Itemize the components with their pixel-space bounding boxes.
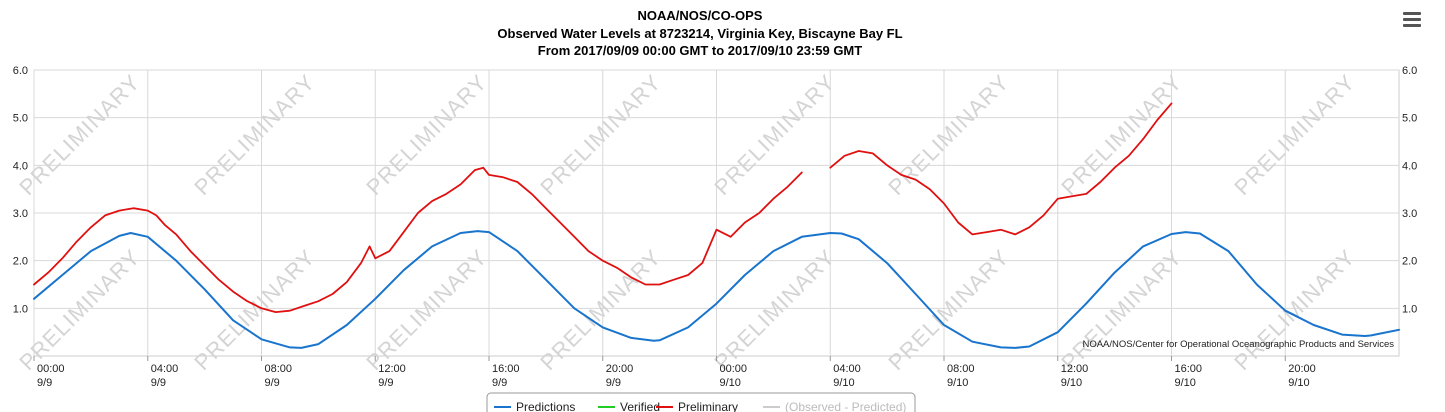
x-tick-label-time: 12:00 <box>378 363 406 375</box>
y-tick-label-right: 1.0 <box>1402 303 1417 315</box>
x-tick-label-date: 9/10 <box>947 377 968 389</box>
menu-bar <box>1403 24 1421 27</box>
legend-item-2[interactable]: Preliminary <box>656 400 738 412</box>
x-tick-label-time: 16:00 <box>492 363 520 375</box>
legend-label: Preliminary <box>678 400 738 412</box>
x-tick-label-time: 20:00 <box>606 363 634 375</box>
x-tick-label-time: 16:00 <box>1175 363 1203 375</box>
y-tick-label-left: 2.0 <box>13 256 28 268</box>
watermark-text: PRELIMINARY <box>1229 244 1360 375</box>
y-tick-label-left: 5.0 <box>13 113 28 125</box>
hamburger-menu-icon[interactable] <box>1403 12 1421 28</box>
x-tick-label-time: 04:00 <box>833 363 861 375</box>
y-tick-label-left: 4.0 <box>13 160 28 172</box>
grid <box>33 69 1400 357</box>
watermark-text: PRELIMINARY <box>709 69 840 200</box>
y-tick-label-left: 1.0 <box>13 303 28 315</box>
x-tick-label-date: 9/10 <box>720 377 741 389</box>
y-tick-label-left: 3.0 <box>13 208 28 220</box>
legend-item-3[interactable]: (Observed - Predicted) <box>763 400 906 412</box>
legend-box <box>486 392 916 412</box>
chart-subtitle: Observed Water Levels at 8723214, Virgin… <box>497 26 902 41</box>
menu-bar <box>1403 12 1421 15</box>
x-tick-label-date: 9/9 <box>151 377 166 389</box>
chart-title-group: NOAA/NOS/CO-OPS Observed Water Levels at… <box>497 8 902 58</box>
x-tick-label-date: 9/9 <box>37 377 52 389</box>
x-tick-label-date: 9/10 <box>1175 377 1196 389</box>
y-tick-label-right: 3.0 <box>1402 208 1417 220</box>
x-tick-label-time: 04:00 <box>151 363 179 375</box>
x-tick-label-date: 9/9 <box>265 377 280 389</box>
series-line-preliminary <box>33 102 1173 313</box>
x-tick-label-time: 00:00 <box>37 363 65 375</box>
legend-label: (Observed - Predicted) <box>785 400 906 412</box>
credit-text: NOAA/NOS/Center for Operational Oceanogr… <box>1082 339 1394 350</box>
x-tick-label-date: 9/10 <box>833 377 854 389</box>
menu-bar <box>1403 18 1421 21</box>
x-tick-label-time: 08:00 <box>947 363 975 375</box>
x-tick-label-time: 20:00 <box>1288 363 1316 375</box>
x-tick-label-time: 08:00 <box>265 363 293 375</box>
x-tick-label-date: 9/9 <box>378 377 393 389</box>
watermark-text: PRELIMINARY <box>189 244 320 375</box>
watermark-text: PRELIMINARY <box>709 244 840 375</box>
y-tick-label-right: 2.0 <box>1402 256 1417 268</box>
watermark-layer: PRELIMINARY PRELIMINARY PRELIMINARY PRELIMI… <box>14 69 1360 375</box>
y-tick-label-right: 4.0 <box>1402 160 1417 172</box>
x-tick-label-date: 9/10 <box>1061 377 1082 389</box>
watermark-text: PRELIMINARY <box>883 69 1014 200</box>
y-axis-right: 1.0 2.0 3.0 4.0 5.0 6.0 <box>1402 65 1417 315</box>
y-axis-left: 1.0 2.0 3.0 4.0 5.0 6.0 <box>13 65 28 315</box>
legend: Predictions Verified Preliminary (Observed … <box>486 392 916 412</box>
series-layer <box>33 102 1400 349</box>
y-tick-label-right: 5.0 <box>1402 113 1417 125</box>
watermark-text: PRELIMINARY <box>361 69 492 200</box>
watermark-text: PRELIMINARY <box>1229 69 1360 200</box>
watermark-text: PRELIMINARY <box>1056 244 1187 375</box>
y-tick-label-right: 6.0 <box>1402 65 1417 77</box>
chart-date-range: From 2017/09/09 00:00 GMT to 2017/09/10 … <box>538 43 863 58</box>
watermark-text: PRELIMINARY <box>883 244 1014 375</box>
legend-label: Verified <box>620 400 660 412</box>
watermark-text: PRELIMINARY <box>1056 69 1187 200</box>
x-tick-label-time: 12:00 <box>1061 363 1089 375</box>
legend-item-1[interactable]: Verified <box>598 400 660 412</box>
watermark-text: PRELIMINARY <box>535 244 666 375</box>
x-tick-label-date: 9/10 <box>1288 377 1309 389</box>
watermark-text: PRELIMINARY <box>189 69 320 200</box>
x-axis: 00:00 9/9 04:00 9/9 08:00 9/9 12:00 9/9 16:00 9/9… <box>33 356 1316 389</box>
legend-label: Predictions <box>516 400 575 412</box>
watermark-text: PRELIMINARY <box>361 244 492 375</box>
x-tick-label-date: 9/9 <box>606 377 621 389</box>
x-tick-label-time: 00:00 <box>720 363 748 375</box>
watermark-text: PRELIMINARY <box>535 69 666 200</box>
x-tick-label-date: 9/9 <box>492 377 507 389</box>
legend-item-0[interactable]: Predictions <box>494 400 575 412</box>
y-tick-label-left: 6.0 <box>13 65 28 77</box>
series-line-predictions <box>33 230 1400 349</box>
chart-title: NOAA/NOS/CO-OPS <box>638 8 763 23</box>
